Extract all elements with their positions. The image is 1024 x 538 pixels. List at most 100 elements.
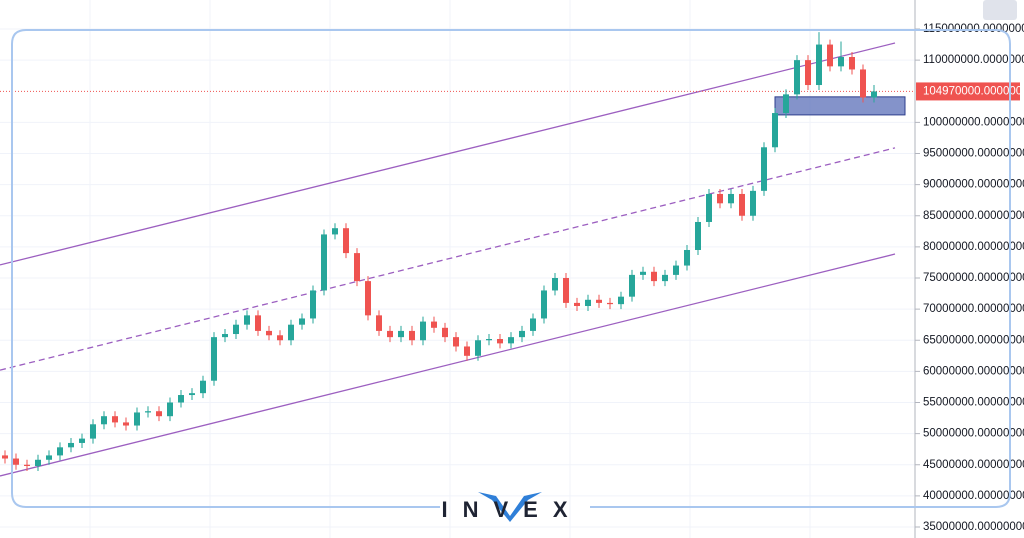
candle-body xyxy=(574,302,580,307)
candle-body xyxy=(827,44,833,67)
candle-body xyxy=(420,321,426,341)
candle-body xyxy=(772,113,778,148)
candle-body xyxy=(486,339,492,341)
candle-body xyxy=(761,147,767,191)
y-tick-label: 75000000.00000000 xyxy=(923,272,1024,284)
candle-body xyxy=(497,339,503,344)
candle-body xyxy=(409,330,415,341)
candle-body xyxy=(112,416,118,423)
y-tick-label: 100000000.0000000 xyxy=(923,116,1024,128)
candle-body xyxy=(310,290,316,319)
candles xyxy=(2,32,877,471)
candle-body xyxy=(717,193,723,204)
candle-body xyxy=(387,330,393,338)
candle-body xyxy=(222,334,228,338)
candle-body xyxy=(585,299,591,307)
candle-body xyxy=(156,411,162,417)
y-tick-label: 35000000.00000000 xyxy=(923,521,1024,533)
logo: INVEX xyxy=(441,492,568,522)
current-price-tag xyxy=(916,82,1020,101)
candle-body xyxy=(68,442,74,448)
candle-body xyxy=(398,330,404,338)
candle-body xyxy=(871,91,877,98)
candle-body xyxy=(90,424,96,439)
candle-body xyxy=(35,459,41,466)
y-tick-label: 65000000.00000000 xyxy=(923,334,1024,346)
candle-body xyxy=(332,228,338,235)
candle-body xyxy=(651,271,657,282)
candle-body xyxy=(618,296,624,305)
candle-body xyxy=(57,447,63,456)
candle-body xyxy=(178,395,184,403)
trend-line xyxy=(0,253,896,477)
y-tick-label: 40000000.00000000 xyxy=(923,490,1024,502)
candle-body xyxy=(288,324,294,341)
candle-body xyxy=(464,346,470,356)
candle-body xyxy=(750,190,756,216)
candle-body xyxy=(816,44,822,86)
candle-body xyxy=(684,249,690,266)
trend-line xyxy=(0,42,896,266)
candle-body xyxy=(805,60,811,86)
candle-body xyxy=(189,393,195,396)
candle-body xyxy=(607,302,613,305)
candle-body xyxy=(299,318,305,325)
candle-body xyxy=(123,422,129,426)
zone xyxy=(774,96,906,116)
candle-body xyxy=(530,318,536,331)
candle-body xyxy=(442,327,448,338)
candle-body xyxy=(365,281,371,316)
candle-body xyxy=(376,315,382,331)
candle-body xyxy=(706,193,712,222)
candle-body xyxy=(629,274,635,297)
candle-body xyxy=(167,402,173,417)
candle-body xyxy=(552,278,558,291)
y-tick-label: 50000000.00000000 xyxy=(923,428,1024,440)
candle-body xyxy=(783,94,789,114)
y-tick-label: 60000000.00000000 xyxy=(923,365,1024,377)
y-tick-label: 95000000.00000000 xyxy=(923,148,1024,160)
y-tick-label: 90000000.00000000 xyxy=(923,179,1024,191)
candle-body xyxy=(794,60,800,95)
candle-body xyxy=(475,340,481,356)
candle-body xyxy=(200,380,206,394)
candle-body xyxy=(662,274,668,282)
candle-body xyxy=(860,69,866,98)
candle-body xyxy=(838,57,844,67)
y-tick-label: 70000000.00000000 xyxy=(923,303,1024,315)
y-tick-label: 45000000.00000000 xyxy=(923,459,1024,471)
y-tick-label: 110000000.0000000 xyxy=(923,54,1024,66)
candle-body xyxy=(453,337,459,347)
y-tick-label: 55000000.00000000 xyxy=(923,397,1024,409)
candle-body xyxy=(849,57,855,70)
candle-body xyxy=(79,438,85,443)
candle-body xyxy=(519,330,525,338)
candle-body xyxy=(354,253,360,282)
candle-body xyxy=(233,324,239,335)
candle-body xyxy=(563,278,569,303)
candle-body xyxy=(640,271,646,275)
candle-body xyxy=(596,299,602,303)
scale-button[interactable] xyxy=(983,0,1017,20)
candle-body xyxy=(343,228,349,254)
candle-body xyxy=(277,335,283,341)
candle-body xyxy=(728,193,734,204)
candle-body xyxy=(134,412,140,426)
candle-body xyxy=(541,290,547,319)
candle-body xyxy=(244,315,250,325)
candle-body xyxy=(46,455,52,460)
logo-mark xyxy=(478,492,542,522)
price-axis-panel xyxy=(915,0,1024,538)
candle-body xyxy=(508,337,514,344)
candle-body xyxy=(266,330,272,336)
candle-body xyxy=(695,221,701,250)
candle-body xyxy=(739,193,745,216)
candle-body xyxy=(2,455,8,459)
candle-body xyxy=(321,234,327,291)
y-tick-label: 80000000.00000000 xyxy=(923,241,1024,253)
trend-line xyxy=(0,147,896,371)
candle-body xyxy=(24,464,30,466)
